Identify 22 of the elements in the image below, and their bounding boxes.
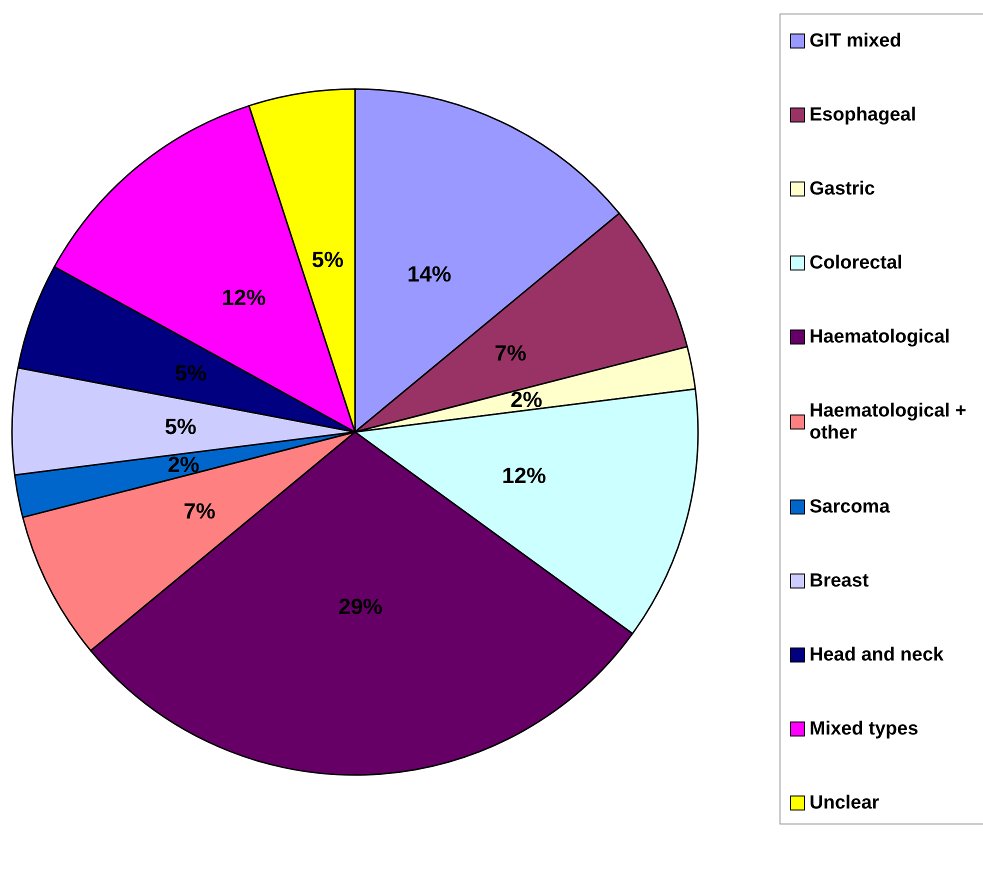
legend-label: Mixed types — [810, 718, 918, 740]
legend-label: Haematological — [810, 326, 950, 348]
legend-label: Gastric — [810, 178, 876, 200]
data-label: 5% — [164, 414, 196, 440]
data-label: 5% — [174, 360, 207, 386]
data-label: 14% — [407, 262, 452, 287]
data-label: 2% — [168, 452, 200, 478]
legend-label: Haematological + other — [810, 400, 972, 444]
data-label: 7% — [184, 498, 216, 524]
legend-label: Esophageal — [810, 104, 916, 126]
data-label: 7% — [494, 340, 526, 366]
data-label: 12% — [222, 285, 266, 310]
legend-label: GIT mixed — [810, 30, 902, 52]
legend-label: Colorectal — [810, 252, 902, 274]
legend-label: Breast — [810, 570, 870, 592]
data-label: 5% — [312, 247, 344, 272]
data-label: 2% — [510, 386, 542, 412]
data-label: 29% — [338, 594, 383, 619]
data-label: 12% — [502, 462, 546, 488]
legend-label: Sarcoma — [810, 496, 890, 518]
legend-label: Head and neck — [810, 644, 944, 666]
legend-label: Unclear — [810, 792, 880, 814]
